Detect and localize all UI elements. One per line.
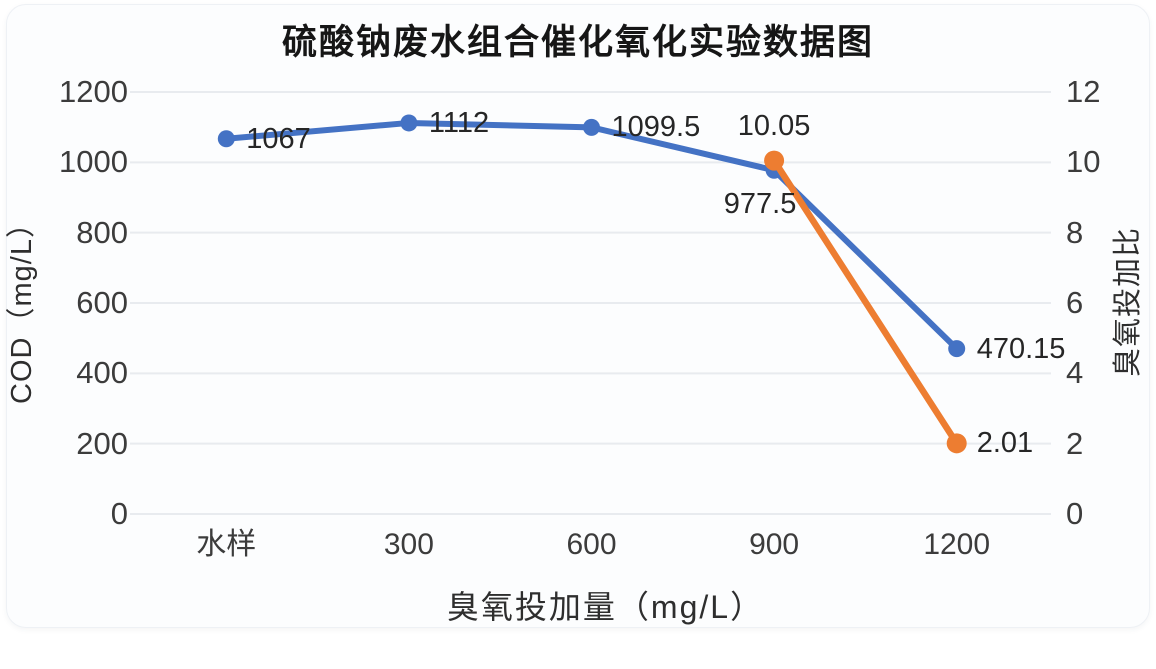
right-axis-title: 臭氧投加比 — [1112, 227, 1144, 378]
cod-data-label: 1067 — [246, 122, 311, 155]
cod-data-label: 470.15 — [976, 332, 1066, 365]
ozone-ratio-data-label: 10.05 — [737, 109, 811, 142]
ozone-ratio-data-label: 2.01 — [976, 427, 1034, 460]
left-axis-tick-label: 200 — [76, 425, 128, 461]
left-axis-tick-label: 600 — [76, 285, 128, 320]
ozone-ratio-point — [946, 433, 967, 454]
x-axis-tick-label: 水样 — [196, 528, 257, 561]
cod-point — [217, 130, 235, 148]
left-axis-tick-label: 1000 — [59, 144, 128, 180]
right-axis-tick-label: 2 — [1066, 425, 1084, 461]
cod-data-label: 977.5 — [723, 188, 797, 221]
right-axis-tick-label: 6 — [1066, 285, 1084, 320]
x-axis-tick-label: 600 — [566, 528, 617, 561]
cod-point — [400, 114, 418, 132]
x-axis-tick-label: 1200 — [923, 528, 991, 561]
left-axis-tick-label: 800 — [76, 214, 128, 250]
right-axis-tick-label: 12 — [1066, 74, 1101, 109]
ozone-ratio-line — [770, 157, 960, 447]
right-axis-tick-label: 8 — [1066, 214, 1084, 250]
right-axis-tick-label: 0 — [1066, 496, 1084, 531]
cod-data-label: 1112 — [428, 106, 490, 139]
x-axis-tick-label: 300 — [383, 528, 434, 561]
left-axis-tick-label: 400 — [76, 355, 128, 391]
left-axis-tick-label: 1200 — [59, 74, 128, 109]
ozone-ratio-point — [764, 150, 785, 171]
chart-card — [6, 4, 1150, 628]
cod-data-label: 1099.5 — [611, 111, 701, 144]
cod-point — [583, 118, 600, 136]
right-axis-tick-label: 10 — [1066, 144, 1101, 180]
cod-line — [223, 119, 960, 352]
right-axis-tick-label: 4 — [1066, 355, 1084, 391]
cod-point — [948, 340, 966, 358]
x-axis-title: 臭氧投加量（mg/L） — [446, 589, 765, 625]
left-axis-title: COD（mg/L） — [6, 208, 38, 404]
chart-title: 硫酸钠废水组合催化氧化实验数据图 — [281, 23, 874, 62]
x-axis-tick-label: 900 — [749, 528, 800, 561]
left-axis-tick-label: 0 — [110, 496, 128, 531]
